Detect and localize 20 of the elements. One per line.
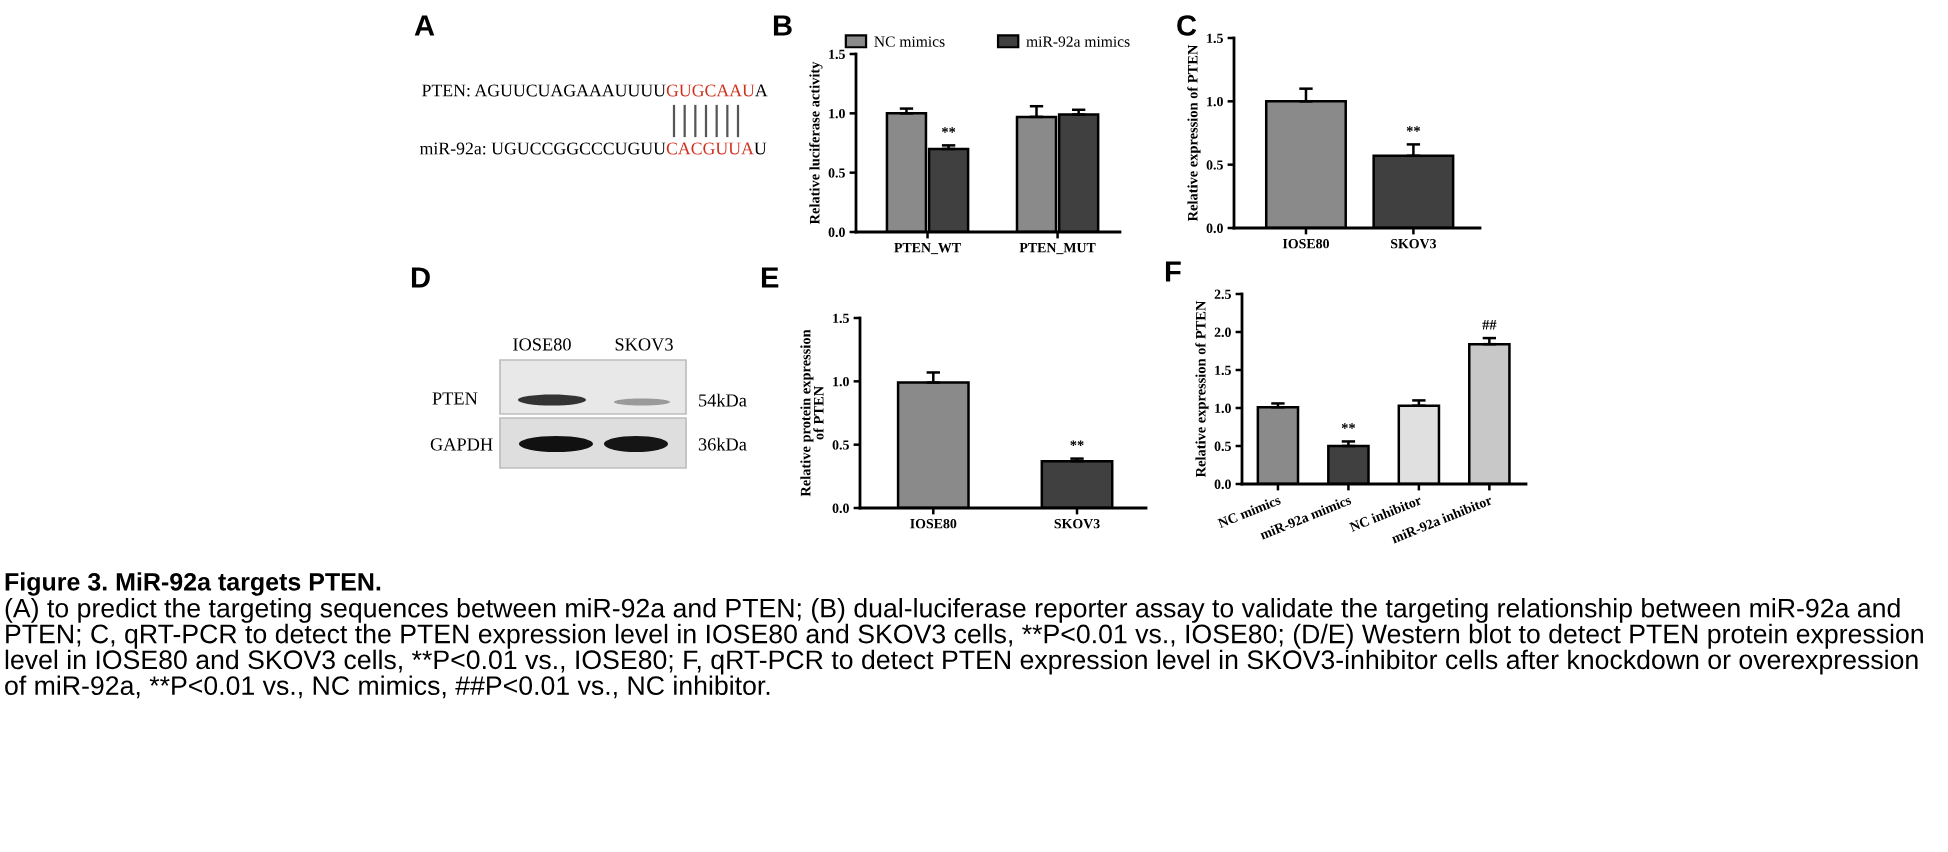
text: A xyxy=(414,15,435,36)
chart-title: C xyxy=(1177,15,1197,36)
text: 36kDa xyxy=(698,437,747,451)
text: PTEN xyxy=(432,392,478,405)
chart-title: E xyxy=(761,267,779,288)
text: GUGCAAU xyxy=(666,84,755,97)
text: A xyxy=(755,84,768,97)
text: PTEN: AGUUCUAGAAAUUUU xyxy=(422,84,666,97)
text: SKOV3 xyxy=(615,338,673,351)
chart-title: B xyxy=(773,15,792,36)
chart-title: F xyxy=(1165,261,1181,282)
text: D xyxy=(411,267,430,288)
text: (A) to predict the targeting sequences between miR-92a and PTEN; (B) dual-luciferase reporter assay to validate the targeting relationship between miR-92a and PTEN; C, qRT-PCR to detect the PTEN expression level in IOSE80 and SKOV3 cells, **P<0.01 vs., IOSE80; (D/E) Western blot to detect PTEN protein expression level in IOSE80 and SKOV3 cells, **P<0.01 vs., IOSE80; F, qRT-PCR to detect PTEN expression level in SKOV3-inhibitor cells after knockdown or overexpression of miR-92a, **P<0.01 vs., NC mimics, ##P<0.01 vs., NC inhibitor. xyxy=(5,598,1923,699)
text: IOSE80 xyxy=(513,338,571,351)
text: CACGUUA xyxy=(666,142,754,155)
text: 54kDa xyxy=(699,393,747,407)
text: U xyxy=(754,142,767,155)
text: Figure 3. MiR-92a targets PTEN. xyxy=(5,572,381,596)
text: GAPDH xyxy=(430,438,493,451)
text: miR-92a: UGUCCGGCCCUGUU xyxy=(419,142,666,155)
